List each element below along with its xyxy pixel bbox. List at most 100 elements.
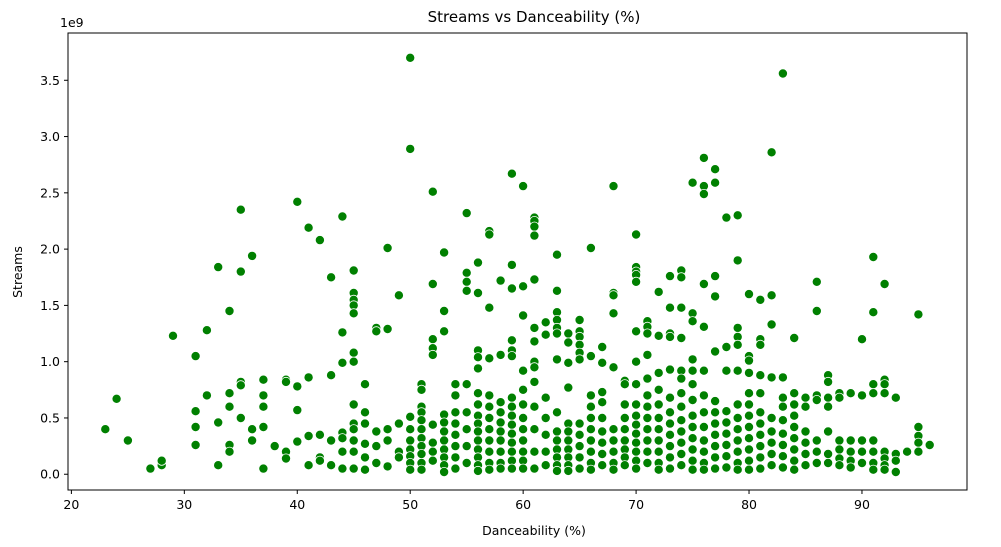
scatter-point bbox=[382, 435, 393, 446]
y-tick-label: 0.0 bbox=[40, 467, 60, 482]
scatter-point bbox=[450, 418, 461, 429]
scatter-point bbox=[303, 222, 314, 233]
scatter-point bbox=[439, 466, 450, 477]
scatter-point bbox=[563, 382, 574, 393]
scatter-point bbox=[642, 412, 653, 423]
scatter-point bbox=[506, 401, 517, 412]
scatter-point bbox=[823, 426, 834, 437]
scatter-point bbox=[597, 426, 608, 437]
scatter-point bbox=[337, 463, 348, 474]
scatter-point bbox=[552, 465, 563, 476]
scatter-point bbox=[777, 415, 788, 426]
scatter-point bbox=[348, 356, 359, 367]
scatter-point bbox=[755, 441, 766, 452]
scatter-point bbox=[755, 407, 766, 418]
scatter-point bbox=[766, 372, 777, 383]
scatter-point bbox=[348, 446, 359, 457]
scatter-point bbox=[608, 308, 619, 319]
scatter-point bbox=[744, 388, 755, 399]
scatter-point bbox=[698, 435, 709, 446]
scatter-point bbox=[608, 446, 619, 457]
scatter-point bbox=[755, 388, 766, 399]
scatter-point bbox=[280, 453, 291, 464]
scatter-point bbox=[890, 455, 901, 466]
x-tick-label: 80 bbox=[741, 497, 757, 512]
scatter-point bbox=[755, 418, 766, 429]
scatter-point bbox=[857, 435, 868, 446]
scatter-point bbox=[461, 285, 472, 296]
scatter-point bbox=[766, 319, 777, 330]
scatter-point bbox=[642, 435, 653, 446]
scatter-point bbox=[540, 429, 551, 440]
scatter-point bbox=[665, 463, 676, 474]
scatter-point bbox=[201, 390, 212, 401]
scatter-point bbox=[687, 365, 698, 376]
scatter-point bbox=[845, 446, 856, 457]
scatter-point bbox=[834, 392, 845, 403]
scatter-point bbox=[506, 259, 517, 270]
scatter-point bbox=[518, 281, 529, 292]
scatter-point bbox=[924, 439, 935, 450]
scatter-point bbox=[167, 330, 178, 341]
scatter-point bbox=[484, 464, 495, 475]
scatter-point bbox=[484, 401, 495, 412]
scatter-point bbox=[314, 455, 325, 466]
scatter-point bbox=[619, 435, 630, 446]
scatter-point bbox=[868, 307, 879, 318]
scatter-point bbox=[744, 464, 755, 475]
scatter-point bbox=[472, 257, 483, 268]
scatter-point bbox=[789, 410, 800, 421]
scatter-point bbox=[755, 429, 766, 440]
scatter-point bbox=[698, 464, 709, 475]
scatter-point bbox=[698, 446, 709, 457]
scatter-point bbox=[777, 439, 788, 450]
scatter-point bbox=[653, 286, 664, 297]
scatter-point bbox=[540, 329, 551, 340]
scatter-point bbox=[359, 418, 370, 429]
scatter-point bbox=[687, 379, 698, 390]
scatter-point bbox=[461, 267, 472, 278]
scatter-point bbox=[811, 435, 822, 446]
scatter-point bbox=[427, 419, 438, 430]
scatter-point bbox=[744, 444, 755, 455]
scatter-point bbox=[574, 418, 585, 429]
scatter-point bbox=[597, 387, 608, 398]
scatter-point bbox=[574, 452, 585, 463]
scatter-point bbox=[845, 462, 856, 473]
scatter-point bbox=[710, 164, 721, 175]
scatter-point bbox=[811, 276, 822, 287]
scatter-point bbox=[857, 390, 868, 401]
scatter-point bbox=[608, 464, 619, 475]
scatter-point bbox=[698, 278, 709, 289]
scatter-point bbox=[382, 242, 393, 253]
scatter-point bbox=[563, 337, 574, 348]
scatter-point bbox=[235, 204, 246, 215]
scatter-point bbox=[450, 463, 461, 474]
scatter-point bbox=[698, 421, 709, 432]
scatter-point bbox=[585, 435, 596, 446]
scatter-point bbox=[653, 412, 664, 423]
scatter-point bbox=[529, 274, 540, 285]
scatter-point bbox=[698, 365, 709, 376]
y-axis-label: Streams bbox=[10, 246, 25, 298]
scatter-point bbox=[529, 463, 540, 474]
scatter-point bbox=[472, 363, 483, 374]
scatter-point bbox=[506, 392, 517, 403]
scatter-point bbox=[439, 435, 450, 446]
scatter-point bbox=[676, 460, 687, 471]
scatter-point bbox=[857, 446, 868, 457]
scatter-point bbox=[608, 181, 619, 192]
scatter-point bbox=[698, 152, 709, 163]
scatter-point bbox=[461, 276, 472, 287]
y-tick-label: 3.0 bbox=[40, 129, 60, 144]
scatter-point bbox=[732, 255, 743, 266]
scatter-point bbox=[529, 362, 540, 373]
scatter-point bbox=[405, 424, 416, 435]
scatter-point bbox=[303, 460, 314, 471]
scatter-point bbox=[676, 373, 687, 384]
scatter-point bbox=[653, 435, 664, 446]
scatter-point bbox=[698, 321, 709, 332]
scatter-point bbox=[811, 394, 822, 405]
scatter-point bbox=[461, 208, 472, 219]
